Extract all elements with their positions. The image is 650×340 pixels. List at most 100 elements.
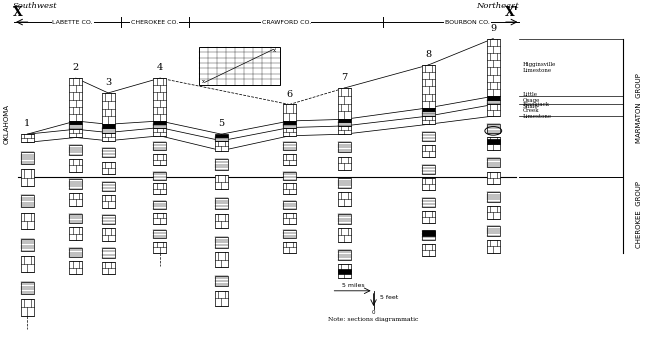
Bar: [70, 145, 83, 155]
Bar: [153, 124, 166, 128]
Bar: [21, 299, 34, 316]
Bar: [101, 124, 114, 128]
Bar: [153, 154, 166, 165]
Bar: [487, 240, 500, 253]
Bar: [215, 276, 228, 286]
Bar: [487, 206, 500, 219]
Bar: [70, 159, 83, 172]
Text: Note: sections diagrammatic: Note: sections diagrammatic: [328, 317, 419, 322]
Bar: [487, 38, 500, 96]
Bar: [153, 121, 166, 124]
Bar: [422, 108, 435, 111]
Bar: [153, 201, 166, 209]
Bar: [70, 261, 83, 274]
Bar: [283, 142, 296, 150]
Bar: [215, 237, 228, 248]
Bar: [283, 230, 296, 238]
Bar: [338, 88, 351, 119]
Text: LABETTE CO.: LABETTE CO.: [52, 20, 93, 24]
Text: Little
Osage
Shale: Little Osage Shale: [523, 92, 540, 109]
Bar: [422, 231, 435, 236]
Bar: [422, 165, 435, 174]
Bar: [422, 111, 435, 116]
Bar: [215, 137, 228, 141]
Text: X': X': [506, 6, 519, 19]
Bar: [422, 65, 435, 108]
Bar: [70, 129, 83, 137]
Text: BOURBON CO.: BOURBON CO.: [445, 20, 490, 24]
Bar: [153, 142, 166, 150]
Text: 6: 6: [287, 89, 292, 99]
Bar: [215, 159, 228, 170]
Text: 5 miles: 5 miles: [341, 283, 364, 288]
Bar: [283, 124, 296, 128]
Bar: [283, 201, 296, 209]
Bar: [487, 172, 500, 185]
Bar: [101, 148, 114, 157]
Bar: [21, 282, 34, 294]
Bar: [101, 93, 114, 124]
Bar: [283, 242, 296, 253]
Bar: [283, 121, 296, 124]
Bar: [70, 214, 83, 223]
Bar: [338, 269, 351, 274]
Bar: [101, 162, 114, 174]
Bar: [70, 248, 83, 257]
Text: 2: 2: [73, 63, 79, 72]
Bar: [70, 193, 83, 206]
Bar: [153, 183, 166, 194]
Bar: [338, 192, 351, 206]
Text: CHEROKEE CO.: CHEROKEE CO.: [131, 20, 178, 24]
Bar: [422, 132, 435, 141]
Bar: [338, 157, 351, 170]
Bar: [215, 141, 228, 151]
Bar: [422, 178, 435, 190]
Bar: [283, 172, 296, 180]
Bar: [338, 214, 351, 224]
Bar: [153, 230, 166, 238]
Text: CRAWFORD CO.: CRAWFORD CO.: [261, 20, 311, 24]
Text: Blackjack
Creek
Limestone: Blackjack Creek Limestone: [523, 102, 552, 119]
Bar: [101, 228, 114, 241]
Bar: [101, 249, 114, 258]
Text: 8: 8: [426, 50, 432, 59]
Bar: [101, 215, 114, 224]
Bar: [215, 214, 228, 228]
Bar: [422, 231, 435, 240]
Text: 9: 9: [490, 23, 497, 33]
Bar: [21, 169, 34, 186]
Text: 1: 1: [24, 119, 31, 128]
Bar: [487, 104, 500, 116]
Bar: [283, 183, 296, 194]
Bar: [487, 192, 500, 202]
Bar: [338, 264, 351, 277]
Bar: [487, 158, 500, 167]
Bar: [70, 227, 83, 240]
Bar: [153, 212, 166, 224]
Bar: [101, 128, 114, 133]
Bar: [21, 239, 34, 251]
Text: x': x': [273, 48, 278, 53]
Text: 5: 5: [218, 119, 224, 128]
Bar: [153, 78, 166, 121]
Bar: [338, 119, 351, 122]
Bar: [422, 198, 435, 207]
Bar: [101, 195, 114, 207]
Text: CHEROKEE  GROUP: CHEROKEE GROUP: [636, 182, 642, 249]
Bar: [487, 96, 500, 100]
Bar: [283, 154, 296, 165]
Bar: [338, 228, 351, 242]
Bar: [199, 47, 280, 85]
Bar: [21, 213, 34, 229]
Bar: [422, 244, 435, 256]
Bar: [70, 78, 83, 121]
Bar: [422, 116, 435, 124]
Text: X: X: [13, 6, 23, 19]
Text: x: x: [202, 79, 205, 84]
Text: 5 feet: 5 feet: [380, 295, 398, 300]
Bar: [338, 250, 351, 260]
Bar: [487, 137, 500, 150]
Bar: [422, 211, 435, 223]
Bar: [215, 134, 228, 137]
Bar: [283, 212, 296, 224]
